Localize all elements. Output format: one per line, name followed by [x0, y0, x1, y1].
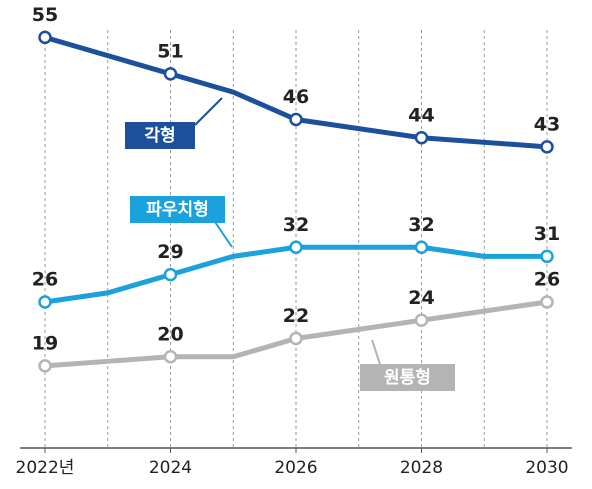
- point: [289, 240, 303, 254]
- legend-leader: [371, 339, 381, 365]
- point: [38, 359, 52, 373]
- legend-label: 각형: [144, 125, 175, 146]
- legend-box: [360, 364, 455, 391]
- value-label: 26: [32, 269, 58, 291]
- point: [38, 30, 52, 45]
- value-label: 26: [534, 269, 560, 291]
- legend-label: 파우치형: [146, 199, 209, 220]
- point: [163, 350, 178, 364]
- point: [38, 295, 52, 309]
- value-label: 24: [408, 287, 434, 309]
- x-tick-label: 2026: [274, 458, 317, 478]
- value-label: 43: [534, 113, 560, 135]
- value-label: 29: [157, 241, 183, 263]
- legend-label: 원통형: [384, 367, 431, 388]
- point: [289, 112, 303, 127]
- value-label: 32: [283, 214, 309, 236]
- legend-leader: [214, 221, 233, 248]
- x-tick-label: 2028: [400, 458, 443, 478]
- point: [289, 331, 303, 346]
- value-label: 19: [32, 332, 58, 354]
- value-label: 55: [32, 4, 58, 26]
- value-label: 20: [157, 323, 183, 345]
- value-label: 31: [534, 223, 560, 245]
- point: [540, 295, 554, 309]
- value-label: 46: [283, 86, 309, 108]
- point: [414, 313, 429, 327]
- point: [163, 67, 178, 81]
- legend-box: [130, 196, 225, 223]
- value-label: 22: [283, 305, 309, 327]
- point: [414, 240, 429, 254]
- x-tick-label: 2022년: [16, 458, 75, 478]
- x-tick-label: 2030: [525, 458, 568, 478]
- series-line: [44, 244, 547, 305]
- point: [540, 140, 554, 154]
- value-label: 44: [408, 104, 434, 126]
- value-label: 51: [157, 40, 183, 62]
- x-tick-label: 2024: [149, 458, 192, 478]
- legend-box: [125, 122, 195, 149]
- legend-leader: [194, 97, 223, 126]
- point: [414, 131, 429, 145]
- value-label: 32: [408, 214, 434, 236]
- point: [540, 249, 554, 264]
- point: [163, 267, 178, 282]
